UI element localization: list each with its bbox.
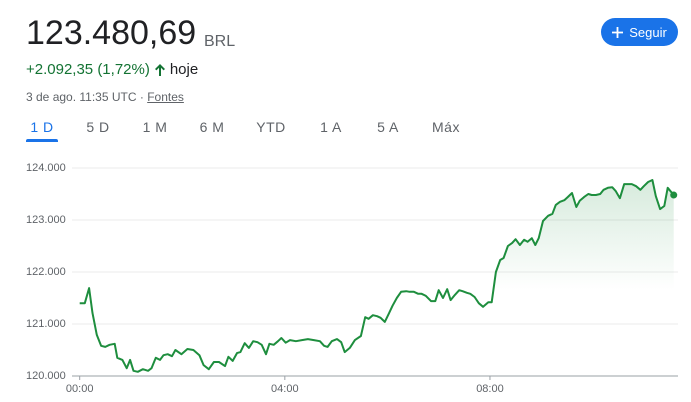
range-tab[interactable]: 5 D xyxy=(86,119,110,135)
follow-button[interactable]: Seguir xyxy=(601,18,678,46)
range-tab[interactable]: 1 A xyxy=(320,119,342,135)
y-tick-label: 120.000 xyxy=(26,370,66,382)
x-tick-label: 08:00 xyxy=(476,383,504,395)
y-tick-label: 122.000 xyxy=(26,266,66,278)
follow-label: Seguir xyxy=(629,24,667,40)
range-tab[interactable]: 1 M xyxy=(142,119,168,135)
y-tick-label: 121.000 xyxy=(26,318,66,330)
sources-link[interactable]: Fontes xyxy=(147,90,184,104)
change-value: +2.092,35 (1,72%) xyxy=(26,61,150,78)
period: hoje xyxy=(169,61,199,78)
x-tick-label: 04:00 xyxy=(271,383,299,395)
area-fill xyxy=(79,180,674,376)
timestamp-text: 3 de ago. 11:35 UTC · xyxy=(26,90,144,104)
range-tab[interactable]: 5 A xyxy=(377,119,399,135)
range-tab[interactable]: 6 M xyxy=(199,119,225,135)
range-tab[interactable]: YTD xyxy=(256,119,286,135)
tab-indicator xyxy=(26,139,58,142)
x-tick-label: 00:00 xyxy=(66,383,94,395)
y-tick-label: 123.000 xyxy=(26,214,66,226)
price: 123.480,69 xyxy=(26,14,197,52)
plus-icon xyxy=(612,26,624,38)
range-tab[interactable]: 1 D xyxy=(30,119,54,135)
last-point xyxy=(670,191,678,199)
up-arrow xyxy=(154,63,165,76)
range-tab[interactable]: Máx xyxy=(432,119,460,135)
currency: BRL xyxy=(204,33,236,50)
timestamp: 3 de ago. 11:35 UTC · Fontes xyxy=(26,90,184,104)
y-tick-label: 124.000 xyxy=(26,162,66,174)
change: +2.092,35 (1,72%) hoje xyxy=(26,61,198,78)
price-line xyxy=(79,179,675,373)
